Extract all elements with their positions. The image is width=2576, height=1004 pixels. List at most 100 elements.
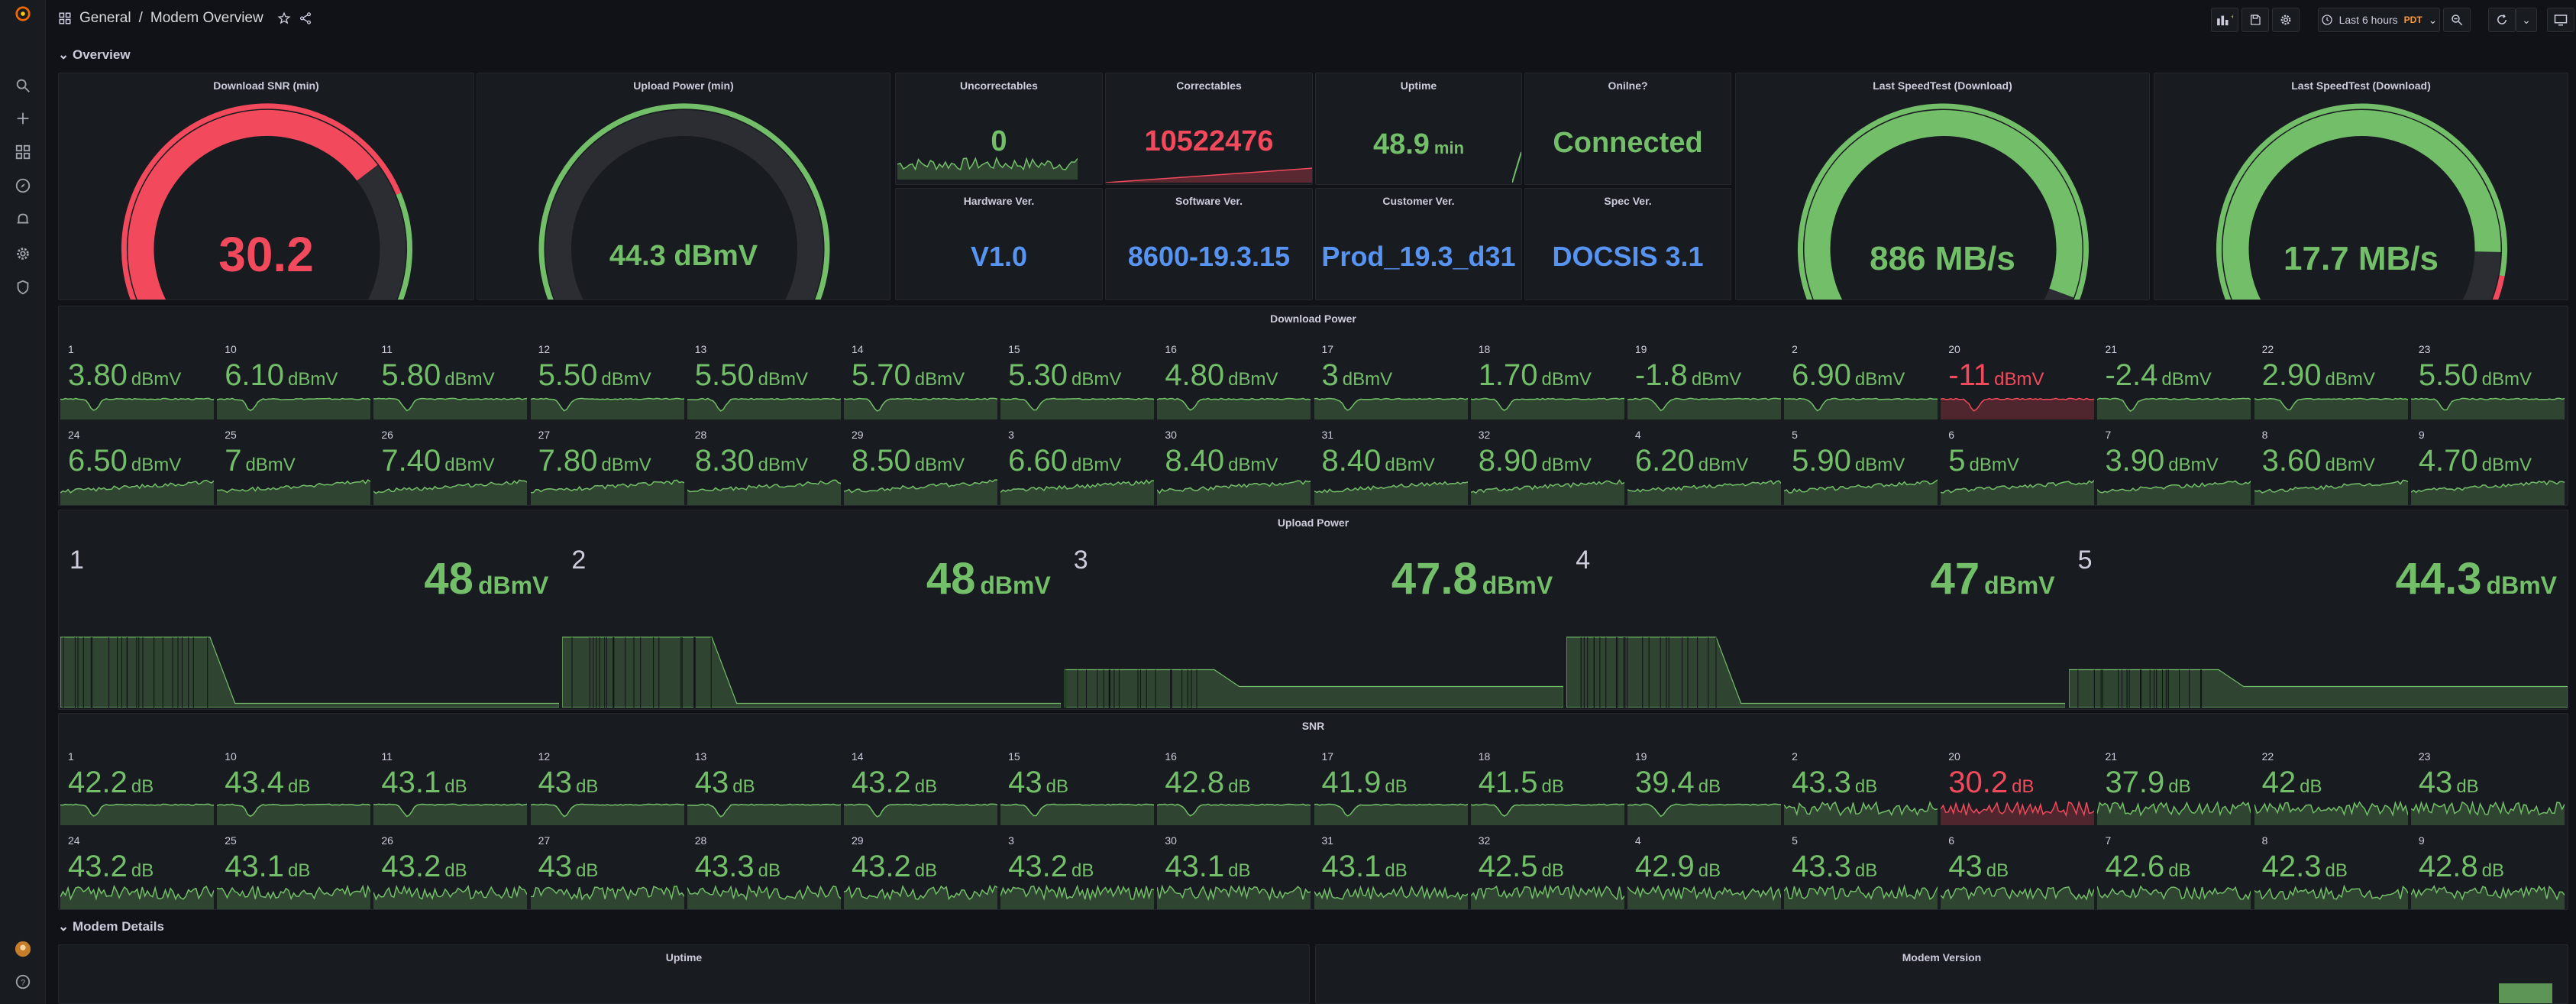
zoom-out-button[interactable] — [2443, 8, 2471, 32]
add-panel-button[interactable]: + — [2211, 8, 2238, 32]
channel-value: 47.8 dBmV — [1391, 553, 1553, 604]
channel-label: 17 — [1321, 750, 1334, 763]
channel-sparkline — [530, 397, 684, 419]
save-dashboard-button[interactable] — [2241, 8, 2269, 32]
channel-cell: 22 42 dB — [2254, 744, 2408, 825]
channel-cell: 4 42.9 dB — [1627, 828, 1782, 909]
channel-label: 9 — [2418, 834, 2425, 847]
breadcrumb-folder[interactable]: General — [79, 10, 131, 26]
explore-icon[interactable] — [14, 177, 32, 195]
channel-unit: dB — [2456, 776, 2479, 797]
refresh-interval-dropdown[interactable]: ⌄ — [2516, 8, 2537, 32]
breadcrumb-dashboard[interactable]: Modem Overview — [150, 10, 263, 26]
channel-label: 5 — [2077, 546, 2093, 575]
channel-sparkline — [1470, 479, 1624, 505]
channel-cell: 25 7 dBmV — [217, 423, 371, 505]
plus-icon[interactable] — [14, 109, 32, 128]
channel-sparkline — [1941, 397, 2095, 419]
download-snr-gauge-panel[interactable]: Download SNR (min) 30.2 — [58, 73, 474, 300]
avatar[interactable] — [14, 940, 32, 958]
channel-value: 8.40 dBmV — [1322, 444, 1435, 478]
channel-cell: 21 -2.4 dBmV — [2097, 337, 2251, 419]
correctables-panel[interactable]: Correctables 10522476 — [1105, 73, 1313, 185]
channel-unit: dB — [1228, 860, 1251, 881]
channel-sparkline — [1627, 480, 1781, 505]
hardware-version-panel[interactable]: Hardware Ver. V1.0 — [895, 188, 1103, 300]
channel-unit: dB — [1986, 860, 2009, 881]
refresh-button[interactable] — [2488, 8, 2516, 32]
channel-sparkline — [687, 397, 841, 419]
panel-title: Download SNR (min) — [213, 79, 319, 92]
channel-label: 27 — [538, 834, 551, 847]
channel-label: 16 — [1165, 750, 1177, 763]
spec-version-panel[interactable]: Spec Ver. DOCSIS 3.1 — [1524, 188, 1731, 300]
uptime-panel[interactable]: Uptime 48.9 min — [1315, 73, 1522, 185]
time-picker-button[interactable]: Last 6 hours PDT ⌄ — [2318, 8, 2440, 32]
channel-sparkline — [843, 397, 997, 419]
customer-version-panel[interactable]: Customer Ver. Prod_19.3_d31 — [1315, 188, 1522, 300]
panel-title: Last SpeedTest (Download) — [1873, 79, 2012, 92]
dashboards-icon — [59, 12, 71, 24]
channel-unit: dBmV — [1228, 455, 1278, 475]
channel-value: 48 dBmV — [424, 553, 548, 604]
channel-label: 31 — [1321, 834, 1334, 847]
channel-value: 8.90 dBmV — [1479, 444, 1592, 478]
channel-value: 48 dBmV — [926, 553, 1051, 604]
uncorrectables-panel[interactable]: Uncorrectables 0 — [895, 73, 1103, 185]
channel-number: 43.4 — [225, 766, 285, 799]
alerting-icon[interactable] — [14, 210, 32, 228]
channel-value: 5.50 dBmV — [695, 358, 808, 393]
channel-sparkline — [687, 884, 841, 909]
share-icon[interactable] — [299, 11, 312, 25]
speedtest-download-panel-1[interactable]: Last SpeedTest (Download) 886 MB/s — [1735, 73, 2150, 300]
channel-number: 3.60 — [2261, 444, 2322, 478]
stat-value: V1.0 — [970, 241, 1028, 272]
channel-number: 8.90 — [1478, 444, 1538, 478]
channel-unit: dB — [1541, 860, 1564, 881]
grafana-logo[interactable] — [14, 5, 32, 23]
channel-unit: dBmV — [131, 455, 182, 475]
speedtest-download-panel-2[interactable]: Last SpeedTest (Download) 17.7 MB/s — [2154, 73, 2568, 300]
upload-channel-cell: 4 47 dBmV — [1566, 538, 2066, 708]
tv-mode-button[interactable] — [2547, 8, 2574, 32]
channel-unit: dBmV — [1984, 572, 2055, 599]
software-version-panel[interactable]: Software Ver. 8600-19.3.15 — [1105, 188, 1313, 300]
row-overview[interactable]: ⌄ Overview — [58, 47, 131, 63]
uptime-graph-panel[interactable]: Uptime — [58, 944, 1310, 1004]
channel-number: -11 — [1948, 358, 1991, 392]
channel-label: 7 — [2105, 834, 2112, 847]
channel-sparkline — [687, 479, 841, 505]
dashboards-icon[interactable] — [14, 143, 32, 161]
modem-version-panel[interactable]: Modem Version — [1315, 944, 2568, 1004]
snr-panel[interactable]: SNR 1 42.2 dB 10 43.4 dB 11 43.1 dB 12 43 dB… — [58, 713, 2568, 910]
channel-cell: 16 42.8 dB — [1157, 744, 1311, 825]
channel-sparkline — [2410, 800, 2565, 825]
channel-label: 18 — [1478, 343, 1491, 355]
panel-title: Uptime — [665, 951, 703, 964]
upload-power-gauge-panel[interactable]: Upload Power (min) 44.3 dBmV — [477, 73, 890, 300]
channel-label: 28 — [694, 834, 707, 847]
channel-value: 3.90 dBmV — [2105, 444, 2218, 478]
channel-value: 42 dB — [2262, 766, 2322, 800]
search-icon[interactable] — [14, 76, 32, 95]
star-icon[interactable] — [277, 11, 291, 25]
online-panel[interactable]: Onilne? Connected — [1524, 73, 1731, 185]
channel-cell: 14 43.2 dB — [843, 744, 998, 825]
dashboard-settings-button[interactable] — [2272, 8, 2300, 32]
shield-icon[interactable] — [14, 278, 32, 296]
channel-label: 22 — [2261, 343, 2274, 355]
channel-number: 4.70 — [2418, 444, 2478, 478]
row-modem-details[interactable]: ⌄ Modem Details — [58, 919, 164, 934]
configuration-icon[interactable] — [14, 245, 32, 263]
channel-number: 43 — [694, 766, 729, 799]
channel-number: 43.1 — [381, 766, 441, 799]
channel-value: 43.3 dB — [695, 850, 781, 884]
upload-power-panel[interactable]: Upload Power 1 48 dBmV 2 48 dBmV 3 47.8 dBm… — [58, 510, 2568, 710]
channel-cell: 27 43 dB — [530, 828, 684, 909]
channel-label: 12 — [538, 750, 551, 763]
channel-unit: dBmV — [477, 572, 549, 599]
chevron-down-icon: ⌄ — [2428, 13, 2438, 26]
download-power-panel[interactable]: Download Power 1 3.80 dBmV 10 6.10 dBmV 11… — [58, 306, 2568, 506]
channel-label: 5 — [1792, 429, 1798, 441]
help-icon[interactable]: ? — [14, 973, 32, 991]
